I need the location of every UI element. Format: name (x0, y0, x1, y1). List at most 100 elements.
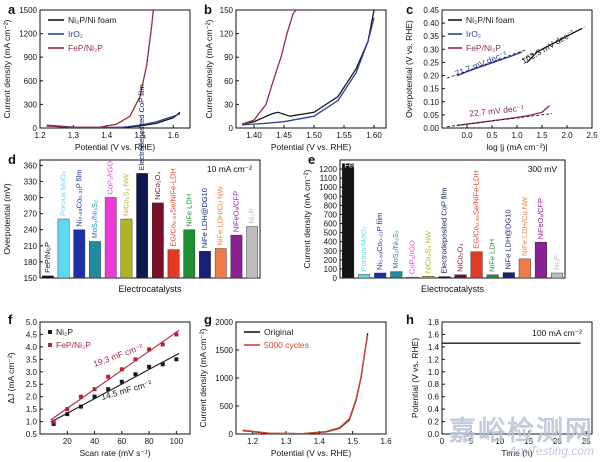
y-tick-label: 400 (324, 238, 338, 247)
x-axis-title: Potential (V vs. RHE) (75, 142, 155, 152)
condition-annotation: 100 mA cm⁻² (532, 328, 582, 338)
y-tick-label: 1.5 (26, 405, 38, 414)
x-tick-label: 1.60 (366, 131, 382, 140)
x-tick-label: 1.2 (247, 437, 259, 446)
bar-8 (167, 249, 180, 279)
bar-10 (199, 250, 211, 279)
data-point-0-7 (147, 364, 152, 369)
bar-13 (551, 272, 564, 279)
data-point-0-6 (133, 372, 138, 377)
tafel-fit-1 (446, 48, 528, 79)
y-tick-label: 360 (24, 161, 38, 170)
x-tick-label: 1.6 (168, 131, 180, 140)
category-label-7: NiCo₂O₄ (153, 171, 162, 199)
y-tick-label: 0.2 (428, 418, 440, 427)
x-tick-label: 1.45 (276, 131, 292, 140)
panel-label-c: c (406, 2, 413, 17)
bar-0 (42, 275, 54, 279)
series-line-2 (46, 10, 154, 128)
legend-entry-1: FeP/Ni₂P (56, 340, 91, 350)
x-tick-label: 0.0 (461, 131, 473, 140)
tafel-fit-2 (446, 113, 553, 128)
y-tick-label: 0 (229, 430, 234, 439)
data-point-0-2 (78, 404, 83, 409)
y-tick-label: 800 (324, 201, 338, 210)
x-tick-label: 1.5 (536, 131, 548, 140)
category-label-3: MoS₂/Ni₃S₂ (391, 230, 400, 269)
category-label-10: NiFe LDH@DG10 (504, 209, 513, 269)
data-point-1-8 (160, 342, 165, 347)
y-axis-title: Current density (mA cm⁻²) (204, 19, 214, 118)
panel-b: b 1.40 1.45 1.50 1.55 1.60 0 30 60 90 120 150 Potent… (204, 2, 387, 152)
x-tick-label: 1.5 (347, 437, 359, 446)
y-tick-label: 1000 (319, 183, 337, 192)
plot-frame (235, 9, 387, 129)
bar-2 (73, 229, 86, 279)
bar-12 (534, 241, 547, 279)
data-point-1-4 (106, 374, 111, 379)
data-point-0-3 (92, 394, 97, 399)
y-tick-label: 300 (24, 100, 38, 109)
y-tick-label: 120 (220, 30, 234, 39)
y-tick-label: 240 (24, 226, 38, 235)
y-tick-label: 1200 (319, 165, 337, 174)
series-line-2 (241, 10, 297, 125)
panel-label-h: h (406, 312, 414, 327)
y-tick-label: 1.4 (428, 343, 440, 352)
y-tick-label: 100 (324, 265, 338, 274)
y-tick-label: 700 (324, 210, 338, 219)
y-axis-title: Overpotential (mV) (2, 183, 12, 254)
x-tick-label: 1.4 (314, 437, 326, 446)
bar-3 (89, 241, 101, 279)
panel-c: c 0.0 0.5 1.0 1.5 2.0 2.5 0.00 0.05 0.10 0.15 0.20 0… (404, 2, 598, 152)
y-tick-label: 0 (333, 274, 338, 283)
category-label-4: CoP₂/rGO (106, 161, 115, 195)
y-tick-label: 2.5 (26, 380, 38, 389)
y-tick-label: 0.6 (428, 393, 440, 402)
panel-label-b: b (204, 2, 212, 17)
series-line-1 (242, 335, 369, 434)
bar-9 (486, 274, 499, 279)
bar-6 (438, 276, 451, 279)
x-axis-title: Potential (V vs. RHE) (271, 448, 351, 458)
y-tick-label: 1.8 (428, 318, 440, 327)
category-label-13: Ni₂P (247, 209, 256, 224)
x-tick-label: 1.3 (280, 437, 292, 446)
y-tick-label: 0.40 (423, 19, 439, 28)
fit-line-0 (50, 352, 180, 423)
legend-entry-1: IrO₂ (466, 29, 481, 39)
x-tick-label: 40 (90, 437, 99, 446)
data-point-1-9 (174, 332, 179, 337)
y-tick-label: 1200 (19, 30, 37, 39)
bar-2 (374, 272, 387, 279)
y-tick-label: 200 (324, 256, 338, 265)
bar-11 (518, 258, 531, 279)
bar-13 (246, 226, 259, 279)
plot-frame (39, 159, 261, 279)
panel-label-f: f (8, 312, 13, 327)
y-tick-label: 0.15 (423, 85, 439, 94)
x-tick-label: 1.50 (306, 131, 322, 140)
bar-10 (502, 272, 515, 279)
bar-5 (422, 276, 435, 279)
y-tick-label: 900 (24, 53, 38, 62)
y-tick-label: 2.0 (26, 393, 38, 402)
plot-frame (39, 321, 191, 435)
plot-frame (339, 159, 566, 279)
bar-7 (151, 202, 164, 279)
tafel-slope-label-1: 71.7 mV dec⁻¹ (453, 49, 508, 79)
bar-0 (342, 163, 355, 279)
condition-annotation: 10 mA cm⁻² (207, 164, 252, 174)
data-point-0-4 (106, 387, 111, 392)
panel-label-a: a (8, 2, 16, 17)
y-axis-title: Overpotential (V vs. RHE) (404, 20, 414, 118)
tafel-slope-label-0: 102.3 mV dec⁻¹ (520, 27, 577, 66)
bar-3 (390, 271, 403, 279)
x-tick-label: 25 (582, 437, 591, 446)
series-line-1 (241, 17, 375, 126)
y-tick-label: 1500 (215, 346, 233, 355)
category-label-12: NiFeOₓ/CFP (536, 198, 545, 239)
legend-entry-1: IrO₂ (68, 29, 83, 39)
x-tick-label: 1.5 (134, 131, 146, 140)
